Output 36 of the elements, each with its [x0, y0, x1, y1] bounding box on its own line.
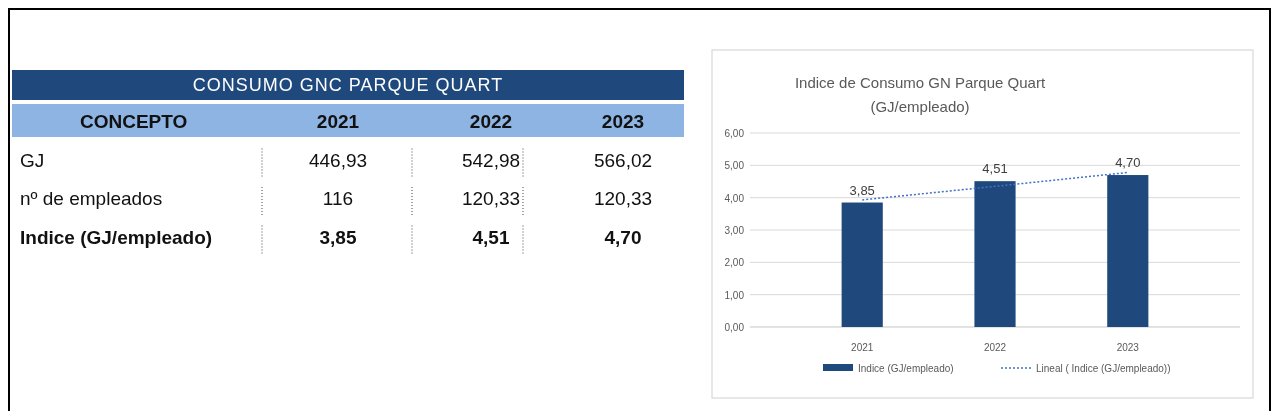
data-label: 4,70 [1115, 155, 1141, 171]
bar [841, 202, 883, 327]
bar [974, 181, 1016, 327]
y-tick-label: 4,00 [724, 192, 745, 204]
y-tick-label: 2,00 [724, 257, 745, 269]
text: 2022 [469, 111, 513, 132]
text: 4,70 [604, 226, 642, 248]
y-tick-label: 3,00 [724, 225, 745, 236]
x-tick-label: 2022 [983, 342, 1007, 353]
y-tick-label: 1,00 [724, 289, 745, 301]
x-tick-label: 2023 [1116, 342, 1140, 353]
text: 3,85 [319, 226, 357, 248]
data-label: 4,51 [982, 161, 1008, 177]
text: 542,98 [461, 149, 521, 171]
text: Indice (GJ/empleado) [20, 226, 213, 248]
text: 446,93 [308, 149, 368, 171]
text: 2021 [316, 111, 360, 132]
chart-title: Indice de Consumo GN Parque Quart (GJ/empleado) [794, 74, 1046, 115]
text: CONSUMO GNC PARQUE QUART [192, 75, 504, 95]
text: CONCEPTO [80, 111, 188, 132]
y-tick-label: 0,00 [724, 322, 745, 333]
data-label: 3,85 [849, 182, 875, 198]
y-tick-label: 5,00 [724, 160, 745, 172]
legend-label: Lineal ( Indice (GJ/empleado)) [1036, 363, 1171, 374]
text: 120,33 [593, 188, 653, 209]
text: 116 [322, 188, 354, 209]
text: GJ [20, 149, 45, 171]
text: 120,33 [461, 188, 521, 209]
legend-label: Indice (GJ/empleado) [858, 363, 954, 374]
text: nº de empleados [20, 188, 163, 209]
x-tick-label: 2021 [851, 342, 874, 353]
text: 4,51 [472, 226, 510, 248]
text: 2023 [601, 111, 645, 132]
y-tick-label: 6,00 [724, 128, 745, 139]
bar [1107, 175, 1149, 327]
text: 566,02 [593, 149, 653, 171]
